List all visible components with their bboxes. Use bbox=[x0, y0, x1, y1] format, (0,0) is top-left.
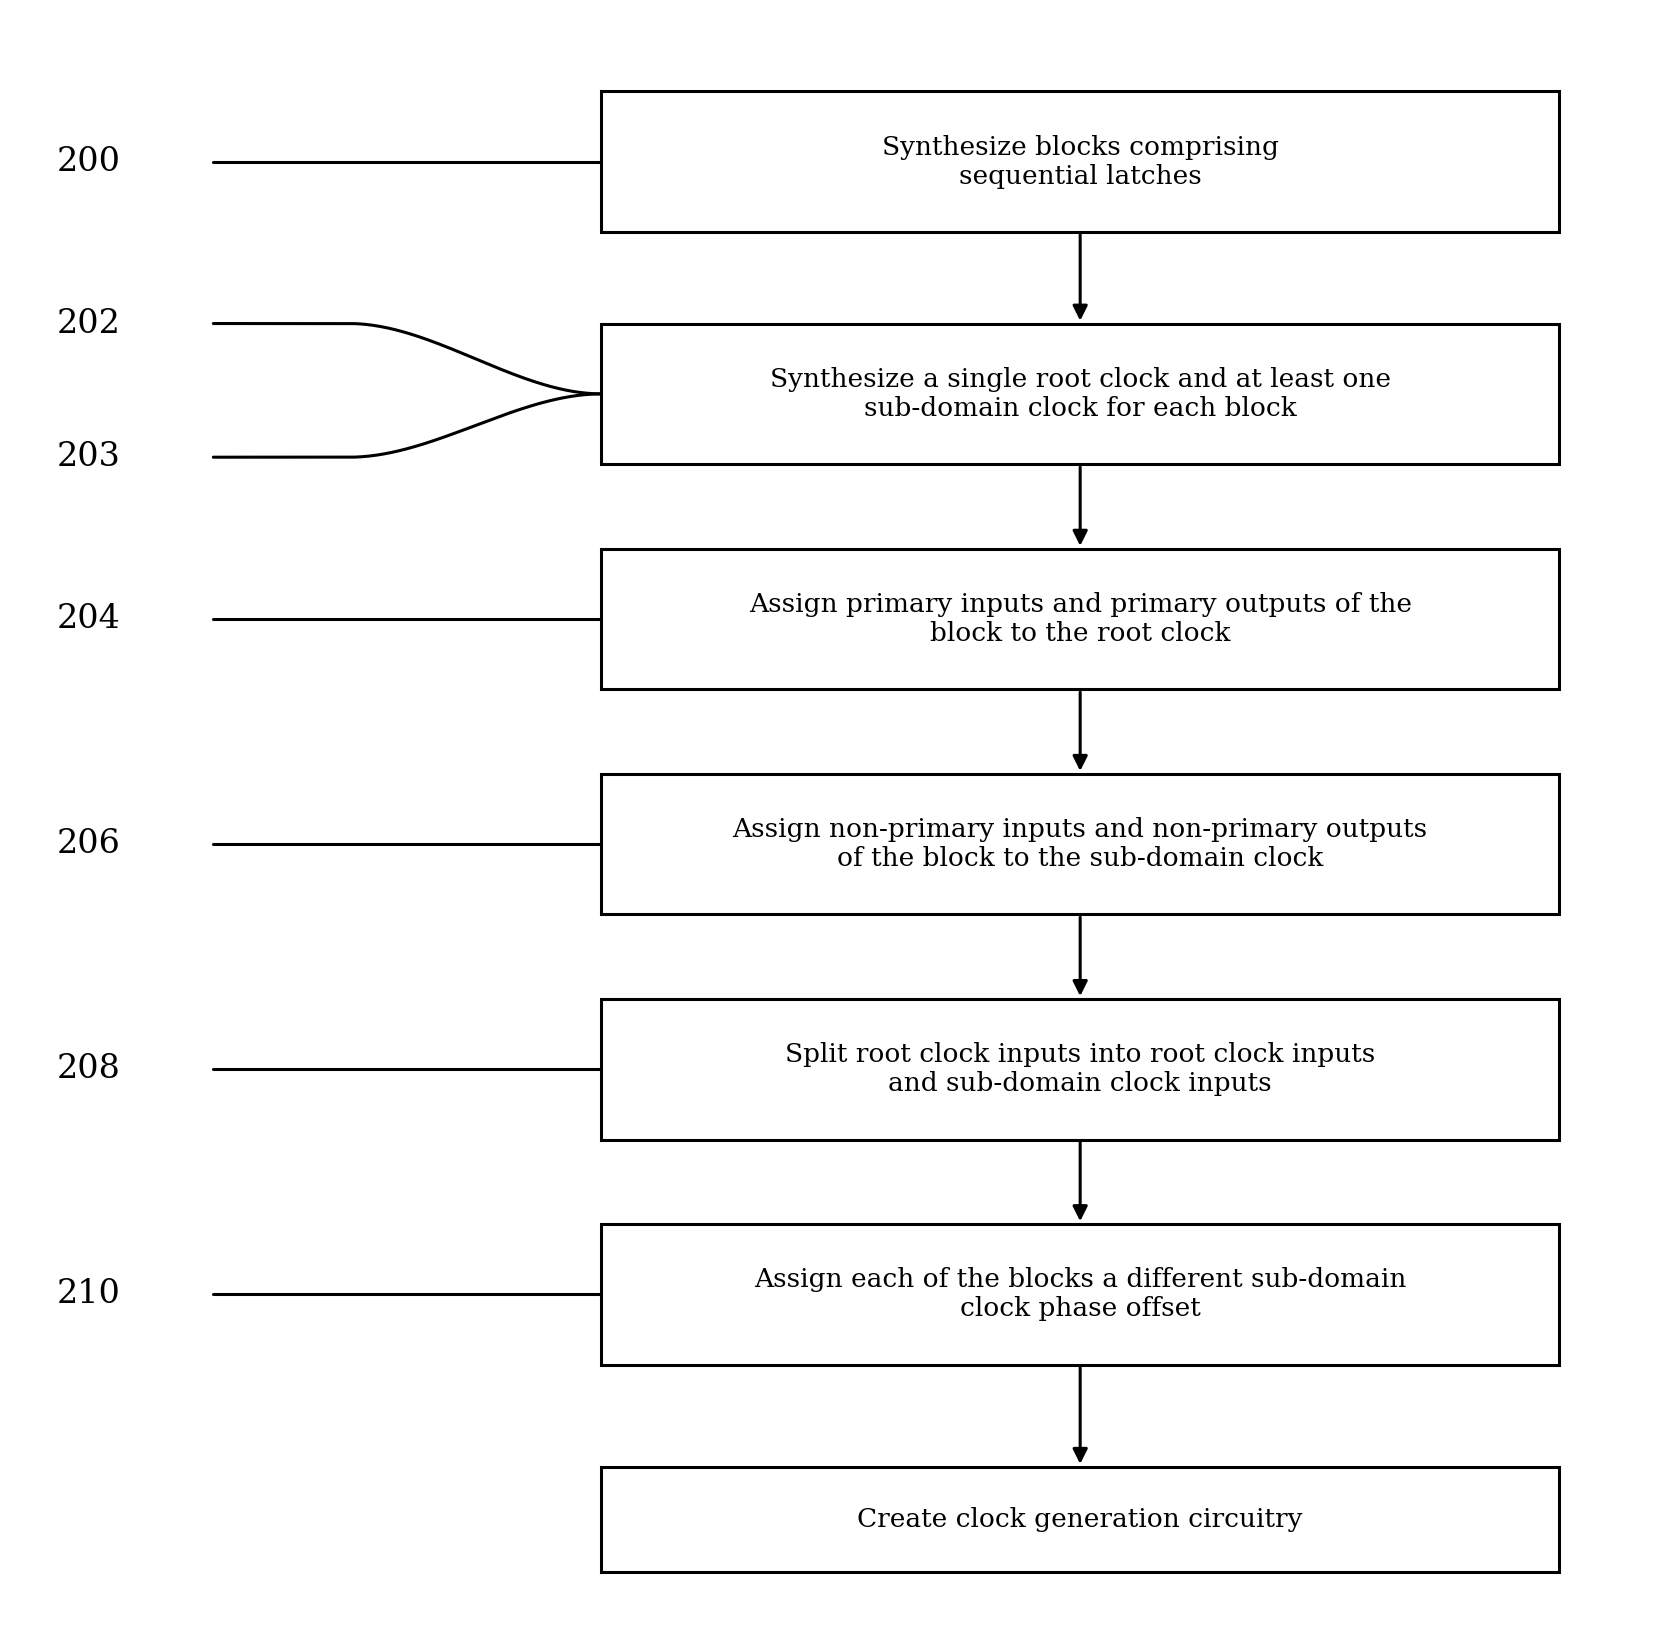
Text: Synthesize a single root clock and at least one
sub-domain clock for each block: Synthesize a single root clock and at le… bbox=[769, 367, 1389, 421]
FancyBboxPatch shape bbox=[601, 1467, 1558, 1572]
FancyBboxPatch shape bbox=[601, 774, 1558, 914]
Text: 204: 204 bbox=[57, 602, 120, 635]
Text: 200: 200 bbox=[57, 145, 120, 178]
FancyBboxPatch shape bbox=[601, 323, 1558, 463]
Text: Synthesize blocks comprising
sequential latches: Synthesize blocks comprising sequential … bbox=[882, 135, 1278, 189]
Text: 206: 206 bbox=[57, 827, 120, 860]
Text: Assign primary inputs and primary outputs of the
block to the root clock: Assign primary inputs and primary output… bbox=[749, 592, 1411, 646]
FancyBboxPatch shape bbox=[601, 91, 1558, 232]
Text: Split root clock inputs into root clock inputs
and sub-domain clock inputs: Split root clock inputs into root clock … bbox=[784, 1043, 1374, 1097]
Text: 210: 210 bbox=[57, 1278, 120, 1310]
Text: Create clock generation circuitry: Create clock generation circuitry bbox=[857, 1506, 1303, 1532]
Text: 202: 202 bbox=[57, 307, 120, 339]
Text: 208: 208 bbox=[57, 1053, 120, 1085]
FancyBboxPatch shape bbox=[601, 999, 1558, 1139]
Text: 203: 203 bbox=[57, 441, 120, 473]
FancyBboxPatch shape bbox=[601, 1224, 1558, 1364]
FancyBboxPatch shape bbox=[601, 548, 1558, 689]
Text: Assign each of the blocks a different sub-domain
clock phase offset: Assign each of the blocks a different su… bbox=[754, 1268, 1406, 1322]
Text: Assign non-primary inputs and non-primary outputs
of the block to the sub-domain: Assign non-primary inputs and non-primar… bbox=[732, 818, 1426, 871]
